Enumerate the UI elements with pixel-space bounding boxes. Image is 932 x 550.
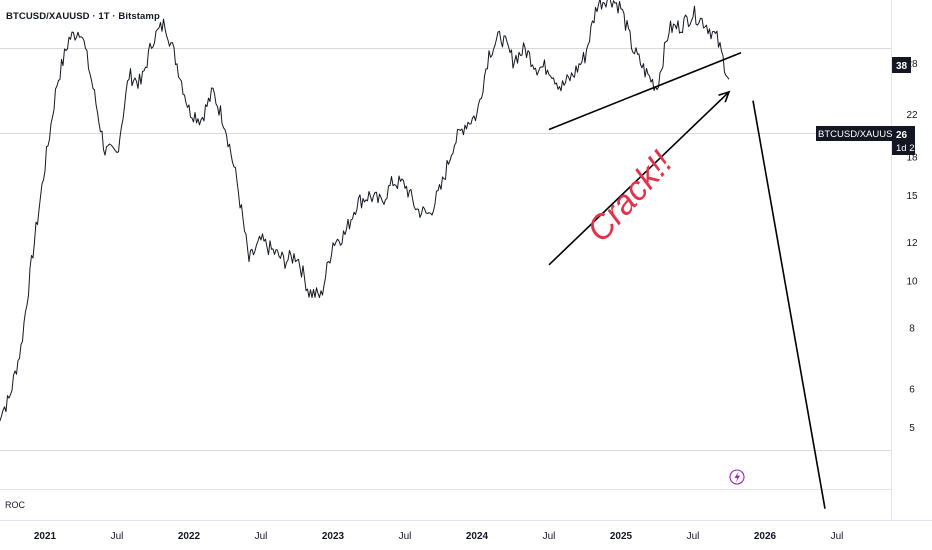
symbol-tag-label: BTCUSD/XAUUSD	[818, 129, 899, 140]
time-tick-label: 2026	[754, 531, 777, 542]
price-tick-label: 8	[909, 324, 915, 335]
time-tick-label: Jul	[543, 531, 556, 542]
price-tick-label: 5	[909, 423, 915, 434]
time-tick-label: Jul	[687, 531, 700, 542]
price-tick-label: 22	[906, 110, 918, 121]
time-tick-label: 2021	[34, 531, 57, 542]
time-tick-label: Jul	[399, 531, 412, 542]
price-tick-label: 6	[909, 384, 915, 395]
arrow-head	[718, 90, 731, 103]
projection-line[interactable]	[752, 100, 826, 509]
resistance-price-tag: 38	[892, 57, 911, 73]
time-tick-label: 2022	[178, 531, 201, 542]
time-tick-label: Jul	[255, 531, 268, 542]
time-axis[interactable]: 2021 Jul 2022 Jul 2023 Jul 2024 Jul 2025 Jul 2026 J…	[34, 531, 844, 542]
price-tick-label: 10	[906, 277, 918, 288]
current-price-tag: BTCUSD/XAUUSD 26 1d 2h	[816, 126, 920, 155]
current-price-value: 26	[896, 130, 908, 141]
price-tick-label: 28	[906, 59, 918, 70]
price-tick-label: 18	[906, 152, 918, 163]
time-tick-label: Jul	[831, 531, 844, 542]
price-line	[0, 0, 730, 422]
time-tick-label: 2024	[466, 531, 489, 542]
crack-annotation: Crack!!	[580, 143, 681, 249]
bar-countdown: 1d 2h	[896, 143, 920, 154]
resistance-value: 38	[896, 61, 908, 72]
price-series	[0, 0, 730, 422]
price-axis[interactable]: 5 6 8 10 12 15 18 22 28	[906, 59, 918, 434]
support-trendline[interactable]	[548, 51, 742, 131]
direction-arrow[interactable]	[548, 91, 730, 266]
chart-title: BTCUSD/XAUUSD · 1T · Bitstamp	[6, 11, 160, 22]
time-tick-label: 2023	[322, 531, 345, 542]
drawings	[548, 51, 826, 509]
time-tick-label: Jul	[111, 531, 124, 542]
price-tick-label: 15	[906, 191, 918, 202]
price-tick-label: 12	[906, 238, 918, 249]
indicator-label[interactable]: ROC	[5, 500, 25, 510]
time-tick-label: 2025	[610, 531, 633, 542]
lightning-icon[interactable]	[729, 469, 745, 485]
